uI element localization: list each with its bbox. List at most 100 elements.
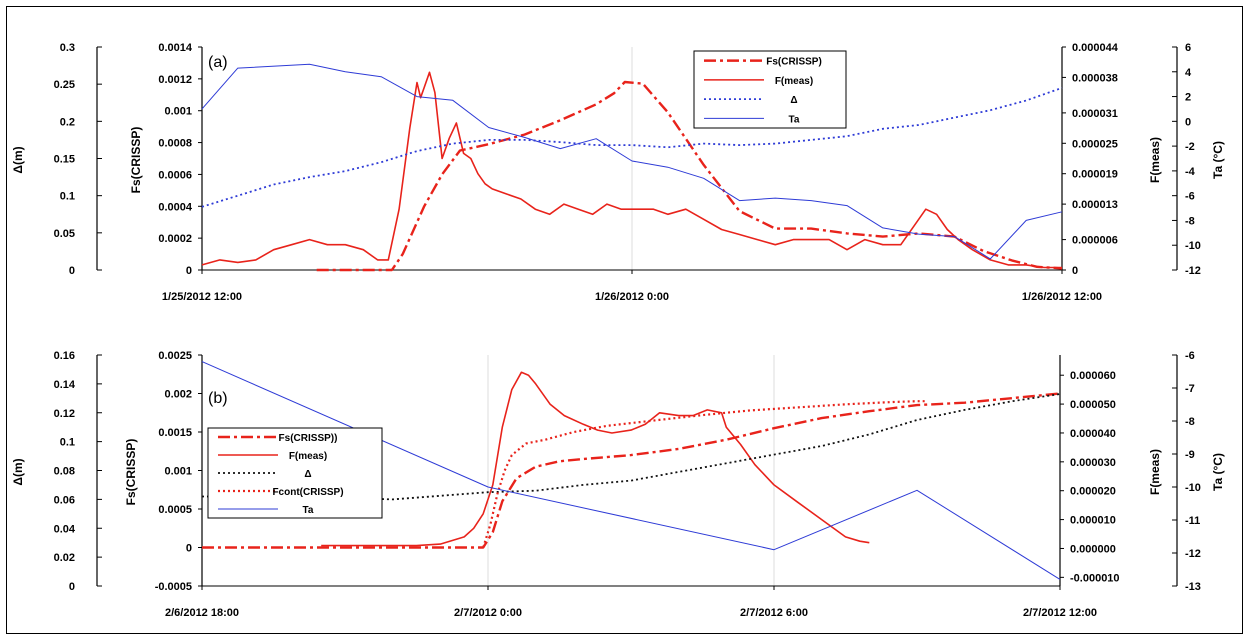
delta-tick-label: 0.15	[54, 154, 75, 166]
fs-axis-title: Fs(CRISSP)	[129, 127, 143, 194]
x-tick-label: 1/26/2012 12:00	[1022, 291, 1102, 303]
x-tick-label: 2/7/2012 0:00	[454, 607, 522, 619]
chart-panel-a: 1/25/2012 12:00 1/26/2012 0:00 1/26/2012 1…	[11, 42, 1225, 303]
delta-tick-label: 0.04	[54, 523, 76, 535]
legend-label: Ta	[789, 114, 800, 125]
delta-axis-title: Δ(m)	[11, 458, 25, 485]
ta-tick-label: -8	[1185, 416, 1195, 428]
delta-tick-label: 0.1	[60, 437, 75, 449]
fs-tick-label: 0.0004	[158, 201, 193, 213]
delta-tick-label: 0.12	[54, 408, 75, 420]
fmeas-tick-label: 0.000040	[1070, 428, 1116, 440]
fmeas-axis-title: F(meas)	[1148, 449, 1162, 495]
delta-tick-label: 0.02	[54, 552, 75, 564]
fmeas-tick-label: 0.000013	[1072, 199, 1118, 211]
delta-tick-label: 0.2	[60, 116, 75, 128]
ta-tick-label: 2	[1185, 92, 1191, 104]
delta-tick-label: 0	[69, 265, 75, 277]
fmeas-tick-label: 0.000038	[1072, 72, 1118, 84]
legend-label: Fcont(CRISSP)	[272, 487, 343, 498]
legend-label: Ta	[303, 505, 314, 516]
ta-tick-label: -11	[1185, 515, 1200, 527]
x-tick-label: 2/6/2012 18:00	[165, 607, 239, 619]
ta-tick-label: -8	[1185, 215, 1195, 227]
fs-tick-label: 0.001	[164, 466, 192, 478]
fs-tick-label: 0.0015	[158, 427, 192, 439]
series-line-b-4	[201, 361, 1061, 580]
ta-tick-label: -12	[1185, 265, 1201, 277]
x-tick-label: 2/7/2012 12:00	[1023, 607, 1097, 619]
ta-tick-label: -13	[1185, 581, 1201, 593]
fs-tick-label: 0.0025	[158, 350, 192, 362]
ta-tick-label: -6	[1185, 350, 1195, 362]
x-tick-label: 1/26/2012 0:00	[595, 291, 669, 303]
legend-label: Fs(CRISSP))	[279, 433, 338, 444]
fmeas-tick-label: 0.000006	[1072, 235, 1118, 247]
fmeas-tick-label: 0.000025	[1072, 138, 1118, 150]
fs-tick-label: 0.002	[164, 389, 192, 401]
fmeas-tick-label: -0.000010	[1070, 572, 1120, 584]
delta-tick-label: 0.08	[54, 466, 75, 478]
delta-tick-label: 0.05	[54, 228, 75, 240]
series-line-b-3	[482, 400, 927, 548]
legend-box	[693, 50, 847, 129]
figure-frame	[6, 6, 1243, 634]
fmeas-tick-label: 0.000000	[1070, 543, 1116, 555]
fs-tick-label: 0.0012	[158, 74, 192, 86]
fs-tick-label: 0.001	[164, 106, 192, 118]
series-line-a-1	[201, 71, 1062, 269]
ta-tick-label: 0	[1185, 116, 1191, 128]
panel-label: (a)	[208, 54, 228, 71]
ta-tick-label: -7	[1185, 383, 1195, 395]
fmeas-tick-label: 0.000019	[1072, 169, 1118, 181]
chart-panel-b: 2/6/2012 18:00 2/7/2012 0:00 2/7/2012 6:00…	[11, 350, 1225, 619]
delta-tick-label: 0.16	[54, 350, 75, 362]
ta-tick-label: -12	[1185, 548, 1201, 560]
delta-tick-label: 0	[69, 581, 75, 593]
fmeas-tick-label: 0.000030	[1070, 457, 1116, 469]
fs-tick-label: 0.0005	[158, 504, 192, 516]
fmeas-tick-label: 0.000050	[1070, 399, 1116, 411]
delta-tick-label: 0.3	[60, 42, 75, 54]
legend-box	[207, 427, 383, 519]
fs-tick-label: 0.0002	[158, 233, 192, 245]
fmeas-tick-label: 0.000060	[1070, 370, 1116, 382]
ta-tick-label: 6	[1185, 42, 1191, 54]
series-line-a-0	[316, 80, 1063, 272]
fmeas-axis-title: F(meas)	[1148, 137, 1162, 183]
series-line-a-3	[201, 63, 1063, 260]
fmeas-tick-label: 0	[1072, 265, 1078, 277]
fmeas-tick-label: 0.000010	[1070, 515, 1116, 527]
legend-label: Fs(CRISSP)	[766, 57, 822, 68]
fmeas-tick-label: 0.000044	[1072, 42, 1119, 54]
fs-tick-label: -0.0005	[155, 581, 192, 593]
delta-tick-label: 0.1	[60, 191, 75, 203]
legend-label: F(meas)	[289, 451, 327, 462]
legend-label: Δ	[304, 469, 311, 480]
fs-tick-label: 0.0006	[158, 169, 192, 181]
fmeas-tick-label: 0.000020	[1070, 486, 1116, 498]
delta-tick-label: 0.06	[54, 494, 75, 506]
fs-tick-label: 0	[186, 543, 192, 555]
fs-tick-label: 0.0008	[158, 138, 192, 150]
ta-tick-label: -10	[1185, 240, 1201, 252]
legend-label: Δ	[790, 95, 797, 106]
x-tick-label: 1/25/2012 12:00	[162, 291, 242, 303]
delta-axis-title: Δ(m)	[11, 146, 25, 173]
series-line-a-2	[201, 87, 1063, 208]
fs-tick-label: 0.0014	[158, 42, 193, 54]
ta-tick-label: -4	[1185, 166, 1196, 178]
x-tick-label: 2/7/2012 6:00	[740, 607, 808, 619]
series-line-b-1	[321, 371, 870, 547]
legend-label: F(meas)	[775, 76, 813, 87]
delta-tick-label: 0.14	[54, 379, 76, 391]
panel-label: (b)	[208, 390, 228, 407]
delta-tick-label: 0.25	[54, 79, 75, 91]
series-line-b-2	[202, 393, 1061, 501]
fmeas-tick-label: 0.000031	[1072, 108, 1118, 120]
fs-tick-label: 0	[186, 265, 192, 277]
ta-tick-label: -9	[1185, 449, 1195, 461]
ta-tick-label: -2	[1185, 141, 1195, 153]
ta-tick-label: 4	[1185, 67, 1192, 79]
